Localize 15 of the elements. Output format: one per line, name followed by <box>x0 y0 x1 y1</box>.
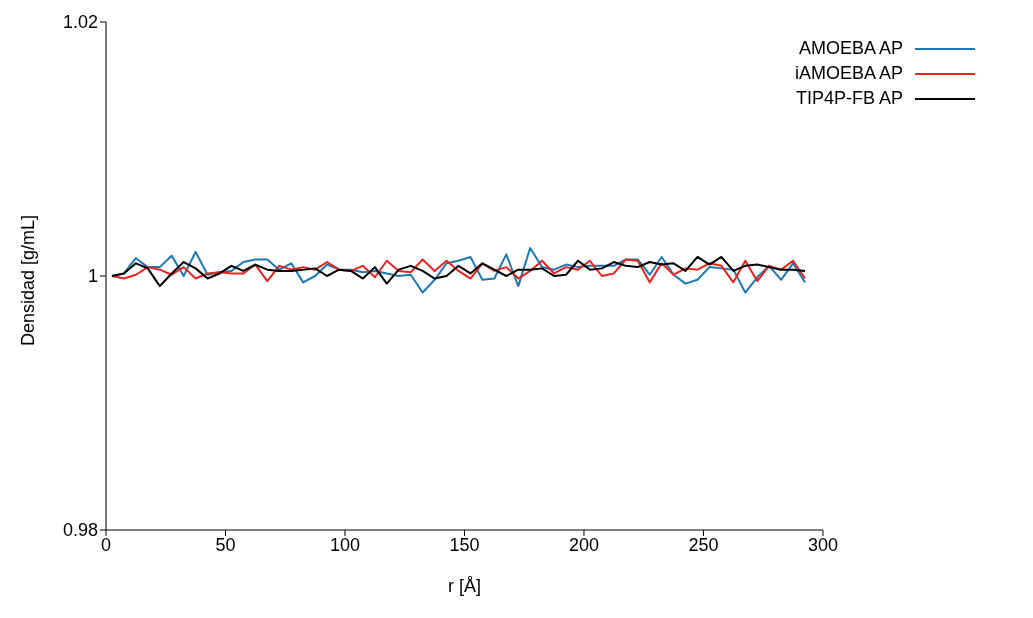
y-tick-label: 0.98 <box>62 520 98 541</box>
x-tick-label: 0 <box>100 534 112 555</box>
x-tick-label: 150 <box>449 534 480 555</box>
x-tick-label: 50 <box>215 534 236 555</box>
y-tick-label: 1.02 <box>62 12 98 33</box>
x-tick-label: 200 <box>568 534 599 555</box>
y-tick-label: 1 <box>87 266 98 287</box>
x-tick-label: 250 <box>688 534 719 555</box>
y-axis-title: Densidad [g/mL] <box>18 214 39 346</box>
legend-label: TIP4P-FB AP <box>795 88 903 109</box>
x-tick-label: 300 <box>807 534 838 555</box>
legend-label: AMOEBA AP <box>798 38 903 59</box>
legend-label: iAMOEBA AP <box>794 63 903 84</box>
x-tick-label: 100 <box>329 534 361 555</box>
x-axis-title: r [Å] <box>447 576 481 596</box>
